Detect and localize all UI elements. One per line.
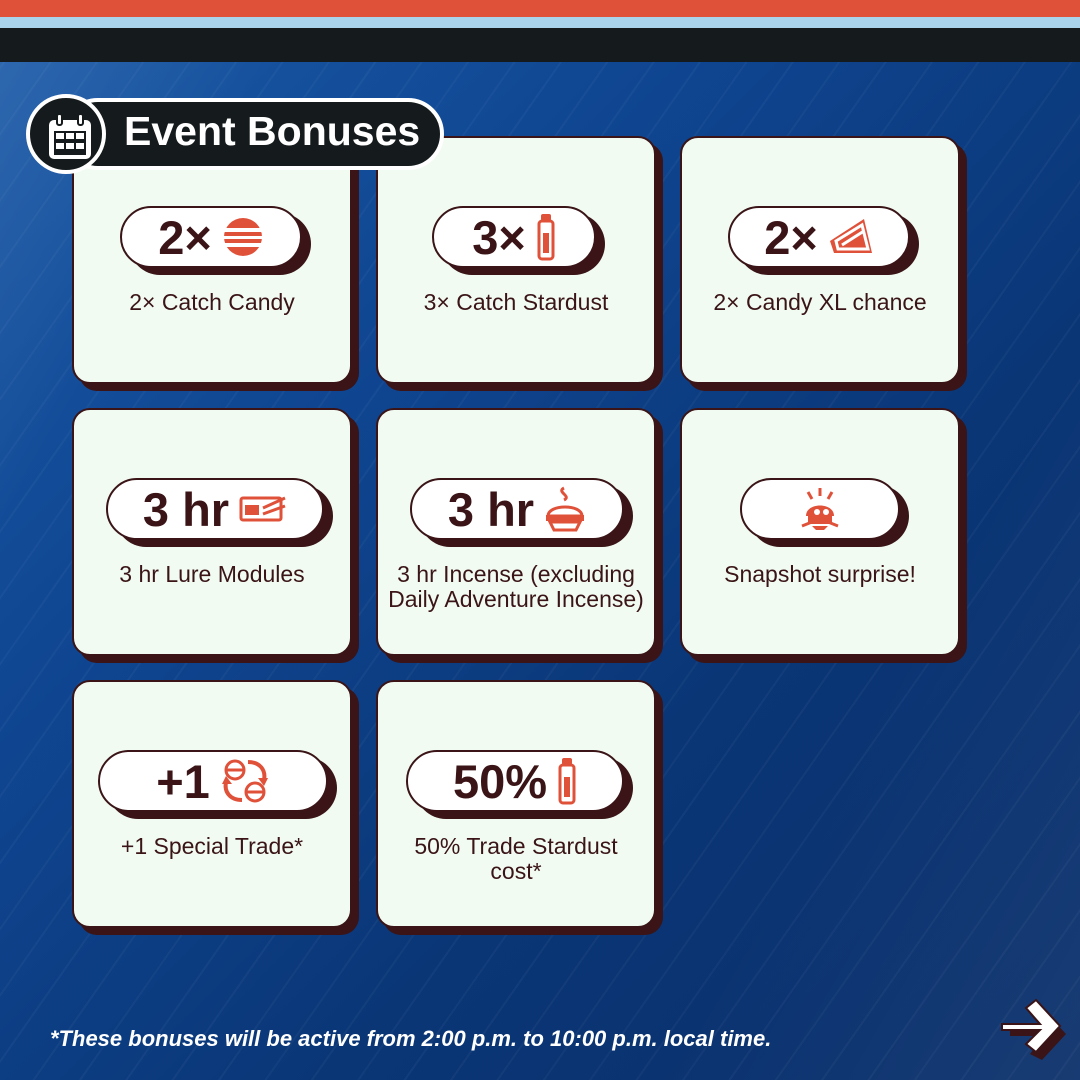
bonus-badge: 50% bbox=[406, 750, 624, 812]
footnote: *These bonuses will be active from 2:00 … bbox=[50, 1026, 772, 1051]
bonus-value: 3 hr bbox=[142, 482, 230, 536]
stardust-icon bbox=[557, 757, 577, 805]
candy-xl-icon bbox=[828, 217, 874, 257]
bonus-badge: 2× bbox=[120, 206, 302, 268]
lure-module-icon bbox=[239, 494, 287, 524]
bonus-label: +1 Special Trade* bbox=[120, 833, 304, 859]
bonus-badge: 2× bbox=[728, 206, 910, 268]
top-stripe-blue bbox=[0, 17, 1080, 28]
top-stripe-red bbox=[0, 0, 1080, 17]
bonus-card-special-trade: +1 +1 Special Trade* bbox=[72, 680, 352, 928]
bonus-value: 2× bbox=[158, 210, 212, 264]
bonus-badge: 3 hr bbox=[410, 478, 624, 540]
top-stripe-dark bbox=[0, 28, 1080, 62]
incense-icon bbox=[544, 486, 586, 532]
bonus-value: +1 bbox=[156, 754, 210, 808]
bonus-label: 3 hr Incense (excluding Daily Adventure … bbox=[388, 561, 644, 612]
header-icon-badge bbox=[26, 94, 106, 174]
next-arrow-icon[interactable] bbox=[998, 996, 1068, 1064]
bonus-badge: +1 bbox=[98, 750, 328, 812]
bonus-value: 3 hr bbox=[447, 482, 535, 536]
bonus-label: 3× Catch Stardust bbox=[423, 289, 609, 315]
section-header: Event Bonuses bbox=[26, 94, 446, 174]
bonus-label: 3 hr Lure Modules bbox=[119, 561, 305, 587]
bonus-card-snapshot: Snapshot surprise! bbox=[680, 408, 960, 656]
bonus-label: 2× Candy XL chance bbox=[713, 289, 927, 315]
bonus-value: 3× bbox=[472, 210, 526, 264]
stardust-icon bbox=[536, 213, 556, 261]
snapshot-surprise-icon bbox=[796, 486, 844, 532]
bonus-label: 50% Trade Stardust cost* bbox=[414, 833, 618, 884]
poke-ball-candy-icon bbox=[222, 216, 264, 258]
bonus-card-catch-stardust: 3× 3× Catch Stardust bbox=[376, 136, 656, 384]
bonus-value: 2× bbox=[764, 210, 818, 264]
bonus-card-trade-stardust: 50% 50% Trade Stardust cost* bbox=[376, 680, 656, 928]
bonus-card-incense: 3 hr 3 hr Incense (excluding Daily Adven… bbox=[376, 408, 656, 656]
bonus-badge: 3× bbox=[432, 206, 596, 268]
bonus-card-catch-candy: 2× 2× Catch Candy bbox=[72, 136, 352, 384]
calendar-icon bbox=[47, 113, 93, 161]
page-title: Event Bonuses bbox=[124, 108, 421, 154]
bonus-card-lure-modules: 3 hr 3 hr Lure Modules bbox=[72, 408, 352, 656]
bonus-badge: 3 hr bbox=[106, 478, 324, 540]
bonus-label: 2× Catch Candy bbox=[129, 289, 295, 315]
bonus-value: 50% bbox=[452, 754, 548, 808]
bonus-badge bbox=[740, 478, 900, 540]
bonus-label: Snapshot surprise! bbox=[724, 561, 916, 587]
bonus-card-candy-xl: 2× 2× Candy XL chance bbox=[680, 136, 960, 384]
header-pill bbox=[62, 98, 444, 170]
trade-icon bbox=[220, 756, 270, 806]
